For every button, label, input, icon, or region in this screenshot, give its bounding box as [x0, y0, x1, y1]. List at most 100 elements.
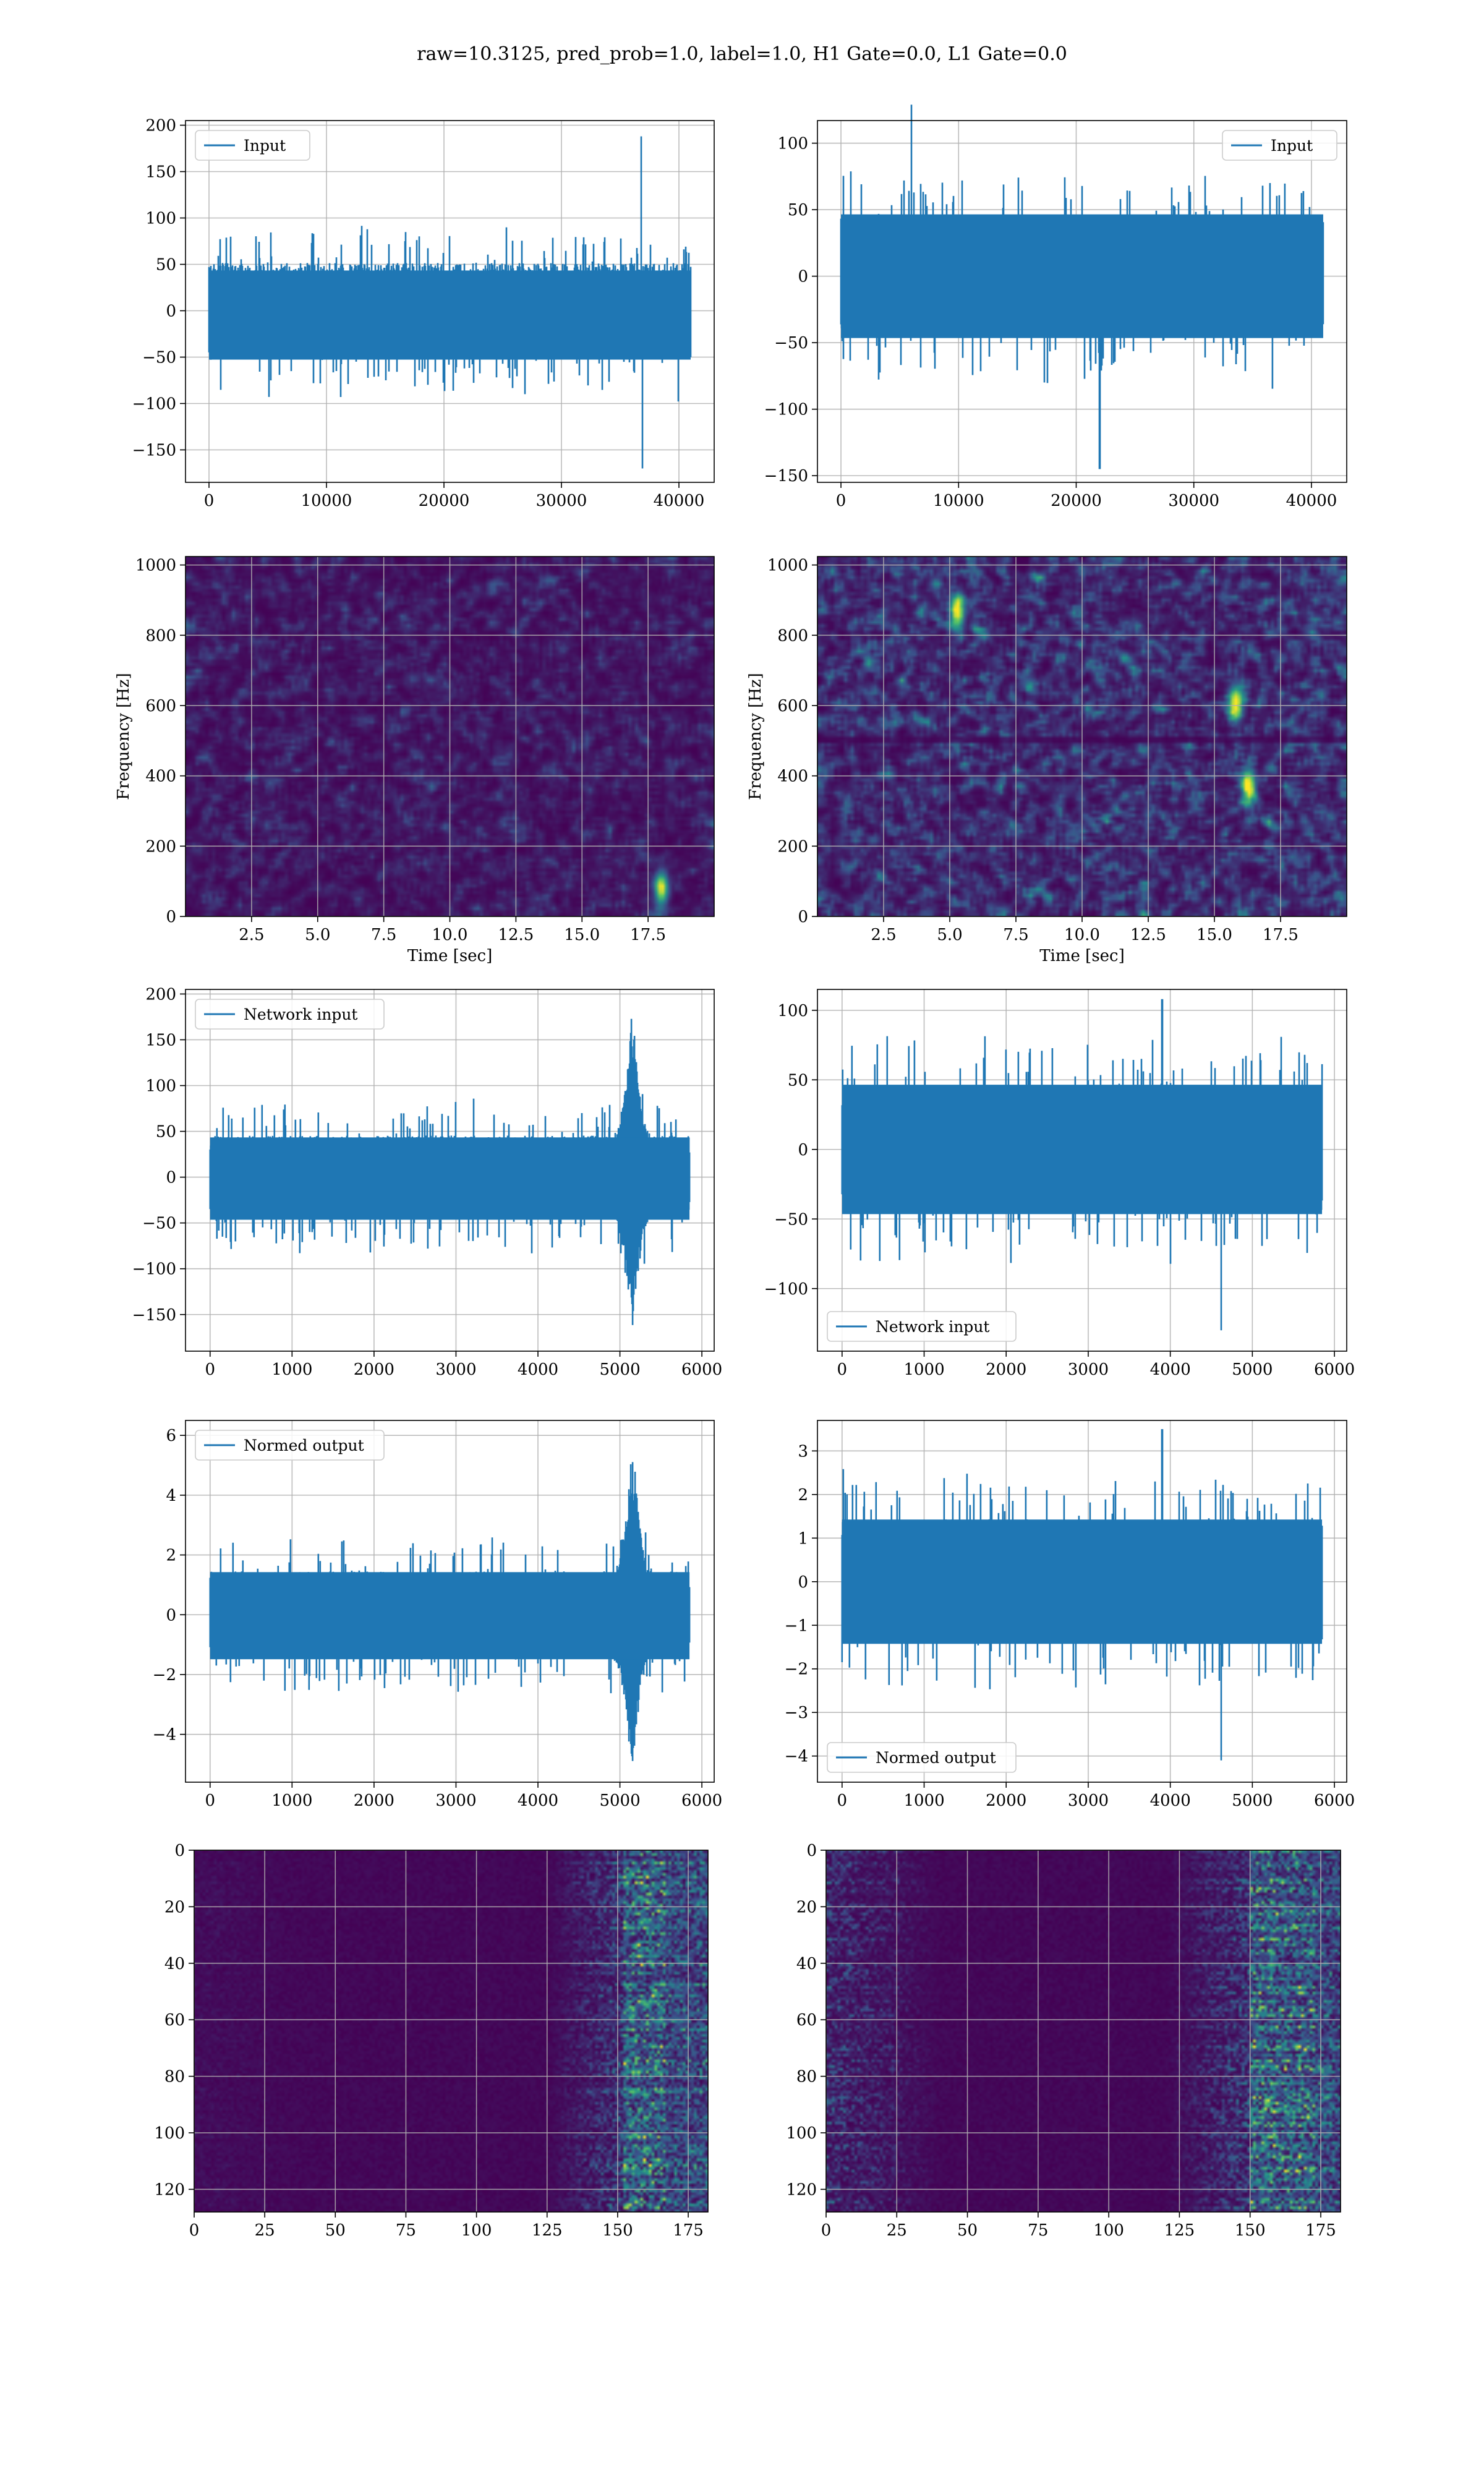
- y-tick-label: −50: [774, 1210, 808, 1229]
- y-tick-label: 200: [145, 117, 176, 135]
- axes-frame: [185, 989, 715, 1352]
- y-tick-label: 400: [777, 767, 808, 786]
- x-tick-label: 150: [1235, 2221, 1266, 2240]
- x-tick-label: 0: [189, 2221, 200, 2240]
- axes: 0 25 50 75 100 125 150 175 0 20 40 60 80 100 120: [786, 1842, 1341, 2240]
- y-tick-label: −50: [774, 334, 808, 352]
- axes-frame: [185, 120, 715, 483]
- y-tick-label: 0: [798, 908, 808, 926]
- x-tick-label: 2.5: [871, 926, 896, 944]
- x-tick-label: 6000: [681, 1791, 722, 1810]
- y-tick-label: 50: [788, 201, 808, 220]
- x-tick-label: 0: [821, 2221, 832, 2240]
- x-tick-label: 6000: [681, 1360, 722, 1379]
- x-tick-label: 125: [532, 2221, 563, 2240]
- x-tick-label: 5000: [599, 1360, 640, 1379]
- axes-frame: [817, 120, 1347, 483]
- y-tick-label: 600: [145, 697, 176, 715]
- y-tick-label: 2: [166, 1547, 176, 1565]
- x-tick-label: 75: [396, 2221, 416, 2240]
- x-axis-label: Time [sec]: [407, 947, 493, 965]
- y-tick-label: −4: [153, 1726, 176, 1744]
- y-tick-label: 80: [796, 2068, 817, 2086]
- x-tick-label: 150: [602, 2221, 633, 2240]
- y-tick-label: 20: [164, 1898, 185, 1916]
- y-tick-label: 100: [786, 2124, 817, 2143]
- x-tick-label: 40000: [654, 492, 705, 510]
- axes-frame: [817, 1420, 1347, 1783]
- y-tick-label: −150: [132, 442, 176, 460]
- x-tick-label: 0: [837, 1360, 848, 1379]
- y-tick-label: 120: [154, 2180, 185, 2199]
- y-tick-label: −100: [132, 1260, 176, 1279]
- x-tick-label: 10000: [301, 492, 352, 510]
- chart-feat-l1: 0 25 50 75 100 125 150 175 0 20 40 60 80 100 120: [786, 1842, 1341, 2240]
- x-tick-label: 1000: [903, 1360, 944, 1379]
- y-tick-label: 1000: [767, 557, 808, 575]
- x-tick-label: 75: [1028, 2221, 1048, 2240]
- legend-box: [1222, 130, 1337, 161]
- x-tick-label: 7.5: [1003, 926, 1028, 944]
- chart-netin-l1: 0 1000 2000 3000 4000 5000 6000 −100 −50 0 50 100 Ne…: [764, 989, 1355, 1379]
- chart-input-l1: 0 10000 20000 30000 40000 −150 −100 −50 0 50 100 In…: [764, 105, 1347, 510]
- x-tick-label: 2.5: [239, 926, 264, 944]
- y-tick-label: 200: [777, 837, 808, 856]
- y-tick-label: 20: [796, 1898, 817, 1916]
- x-tick-label: 3000: [1068, 1360, 1109, 1379]
- y-tick-label: 6: [166, 1427, 176, 1445]
- x-tick-label: 25: [255, 2221, 275, 2240]
- y-axis-label: Frequency [Hz]: [114, 673, 133, 800]
- y-tick-label: 2: [798, 1486, 808, 1505]
- axes: 0 1000 2000 3000 4000 5000 6000 −150 −100 −50 0 50 1…: [132, 985, 723, 1379]
- axes-frame: [817, 989, 1347, 1352]
- axes: 2.5 5.0 7.5 10.0 12.5 15.0 17.5 0 200 400 600 800 10…: [767, 557, 1347, 944]
- legend-box: [827, 1742, 1017, 1773]
- x-tick-label: 2000: [354, 1791, 394, 1810]
- legend-label: Network input: [244, 1005, 357, 1023]
- y-tick-label: 100: [154, 2124, 185, 2143]
- x-tick-label: 125: [1164, 2221, 1195, 2240]
- x-tick-label: 5.0: [305, 926, 330, 944]
- y-tick-label: 4: [166, 1487, 176, 1505]
- legend-label: Normed output: [876, 1749, 996, 1767]
- legend-label: Normed output: [244, 1437, 364, 1454]
- x-tick-label: 10.0: [1064, 926, 1100, 944]
- y-tick-label: 60: [796, 2011, 817, 2030]
- x-tick-label: 20000: [1051, 492, 1102, 510]
- feature-map-image: [826, 1850, 1341, 2212]
- series-band: [841, 214, 1323, 338]
- x-tick-label: 4000: [518, 1791, 558, 1810]
- y-tick-label: 100: [777, 135, 808, 153]
- y-axis-label: Frequency [Hz]: [746, 673, 765, 800]
- legend: Input: [195, 130, 310, 161]
- axes-frame: [825, 1850, 1341, 2213]
- y-tick-label: 100: [777, 1002, 808, 1020]
- y-tick-label: −100: [764, 401, 808, 419]
- y-tick-label: 400: [145, 767, 176, 786]
- x-tick-label: 30000: [536, 492, 587, 510]
- x-tick-label: 6000: [1314, 1791, 1355, 1810]
- chart-netin-h1: 0 1000 2000 3000 4000 5000 6000 −150 −100 −50 0 50 1…: [132, 985, 723, 1379]
- y-tick-label: 0: [806, 1842, 817, 1860]
- legend: Network input: [827, 1311, 1017, 1342]
- axes-frame: [817, 556, 1347, 917]
- axes-frame: [194, 1850, 709, 2213]
- x-tick-label: 15.0: [564, 926, 600, 944]
- y-tick-label: −50: [142, 1215, 176, 1233]
- y-tick-label: 3: [798, 1442, 808, 1461]
- y-tick-label: −3: [785, 1704, 808, 1722]
- figure-title: raw=10.3125, pred_prob=1.0, label=1.0, H…: [417, 43, 1067, 65]
- x-tick-label: 5000: [1232, 1360, 1273, 1379]
- y-tick-label: 40: [796, 1955, 817, 1973]
- y-tick-label: 150: [145, 163, 176, 182]
- series-band: [842, 1519, 1323, 1644]
- y-tick-label: 800: [145, 626, 176, 645]
- chart-spec-h1: 2.5 5.0 7.5 10.0 12.5 15.0 17.5 0 200 400 600 800 10…: [114, 556, 715, 965]
- x-tick-label: 1000: [903, 1791, 944, 1810]
- y-tick-label: 1: [798, 1529, 808, 1548]
- x-tick-label: 5000: [599, 1791, 640, 1810]
- axes-frame: [185, 556, 715, 917]
- y-tick-label: 100: [145, 1077, 176, 1096]
- y-tick-label: −50: [142, 349, 176, 367]
- legend: Normed output: [827, 1742, 1017, 1773]
